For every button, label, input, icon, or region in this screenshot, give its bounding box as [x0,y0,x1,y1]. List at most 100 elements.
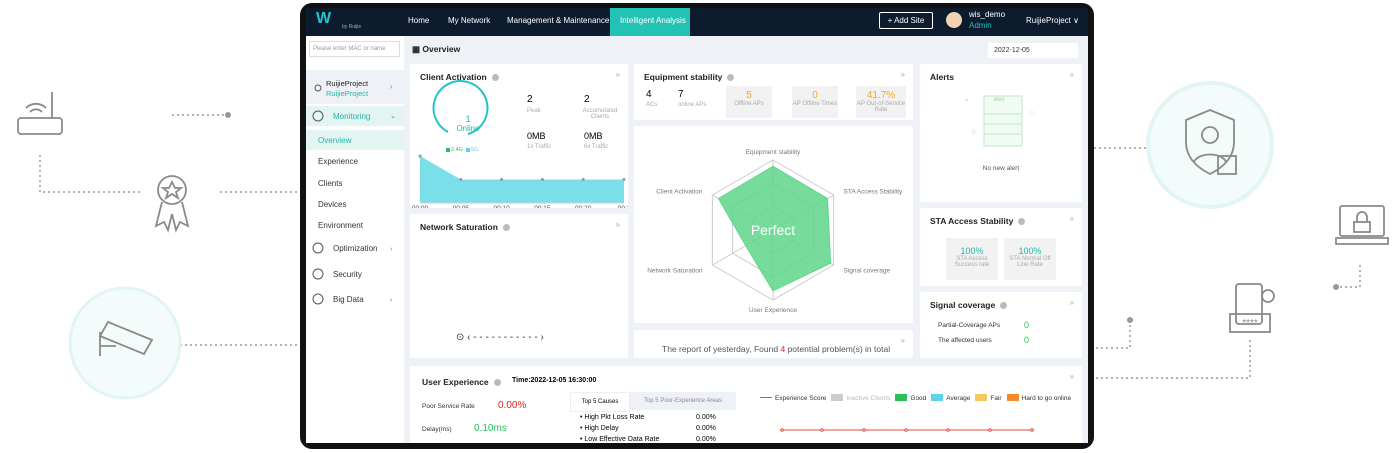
add-site-button[interactable]: + Add Site [879,12,933,29]
cause-label: • High Pkt Loss Rate [580,414,645,421]
menu-item[interactable]: Overview [318,136,352,145]
svg-text:⌄: ⌄ [390,113,396,120]
date-picker[interactable]: 2022-12-05 [988,43,1078,58]
search-input[interactable]: Please enter MAC or name [309,41,400,57]
x-tick-label: 00:05 [453,205,470,208]
project-switch[interactable]: RuijieProject ∨ [1026,16,1079,25]
stat-label: 1x Traffic [527,144,552,150]
legend-label: Inactive Clients [846,395,891,402]
svg-text:›: › [390,246,393,253]
menu-active [306,130,404,150]
radar-label: User Experience [749,307,797,314]
logo: W [316,10,332,27]
page-title: ▦ Overview [412,44,461,54]
stat-value: 0MB [584,131,603,141]
tab[interactable]: Top 5 Poor-Experience Areas [630,392,736,410]
legend-item[interactable]: Fair [975,394,1002,402]
nav-item[interactable]: Intelligent Analysis [620,16,686,25]
row-label: The affected users [938,337,992,344]
cause-label: • Low Effective Data Rate [580,436,660,443]
trend-point [622,178,626,181]
x-tick-label: 00:10 [493,205,510,208]
screen: W by Ruijie Home My Network Management &… [306,8,1088,443]
menu-icons: › ⌄ › › [312,84,396,305]
user-role: Admin [969,21,992,30]
box-value: 41.7% [866,90,896,101]
menu-item[interactable]: Monitoring [333,112,371,121]
tab[interactable]: Top 5 Causes [570,392,630,412]
time: Time:2022-12-05 16:30:00 [512,377,597,384]
svg-text:☆: ☆ [970,127,977,136]
carousel-control[interactable]: ⊙ ‹ - - - - - - - - - - - › [456,332,544,343]
panel-title-text: Client Activation [420,72,487,82]
avatar [946,12,962,28]
legend-item[interactable]: Experience Score [760,395,826,402]
report-count: 4 [780,344,786,354]
svg-text:›: › [390,297,393,304]
experience-line [780,428,1034,432]
cause-value: 0.00% [696,425,716,432]
project-row[interactable] [306,70,404,104]
x-tick-label: 00:15 [534,205,551,208]
x-tick-label: 00:2 [618,205,628,208]
menu-item[interactable]: Devices [318,200,347,209]
radar-label: STA Access Stability [844,188,904,195]
box-label: AP Out-of-Service Rate [856,101,906,113]
panel-title: User Experience [422,377,501,387]
metric-value: 0.00% [498,400,527,411]
legend-item[interactable]: Inactive Clients [831,394,891,402]
legend-swatch [931,394,944,401]
legend-label: Fair [990,395,1002,402]
legend-label: Hard to go online [1021,395,1072,402]
radar-label: Network Saturation [647,268,703,275]
row-value: 0 [1024,335,1030,345]
online-count: 1 [465,114,471,124]
legend-item[interactable]: Hard to go online [1006,394,1072,402]
stat-value: 2 [584,94,590,105]
empty-text: No new alert [982,165,1020,172]
nav-item[interactable]: Home [408,16,430,25]
nav-item[interactable]: My Network [448,16,491,25]
legend-label: Average [946,395,971,402]
legend-item[interactable]: Good [895,394,927,402]
legend-swatch [975,394,988,401]
radar-panel: Equipment stability STA Access Stability S… [634,126,913,323]
box-value: 5 [746,90,752,101]
count-label: online APs [678,102,707,108]
cause-text: High Delay [584,425,619,432]
panel-title-text: STA Access Stability [930,216,1014,226]
legend-item[interactable]: Average [931,394,971,402]
box-label: STA Access Success rate [954,256,990,268]
box-value: 0 [812,90,818,101]
client-activation-panel: Client Activation » 00:0000:0500:1000:15… [410,64,628,208]
cause-value: 0.00% [696,414,716,421]
legend-label: 2.4G [451,147,463,153]
legend-label: Experience Score [775,395,827,402]
menu-item[interactable]: Big Data [333,295,364,304]
legend-swatch [895,394,908,401]
equipment-stability-panel: Equipment stability » 4 ACs 7 online APs… [634,64,913,120]
stat-value: 0MB [527,131,546,141]
metric-label: Poor Service Rate [422,403,475,410]
report-text: The report of yesterday, Found 4 potenti… [662,344,890,354]
project-sub: RuijieProject [326,89,369,98]
menu-item[interactable]: Security [333,270,362,279]
legend-label: Good [910,395,927,402]
signal-panel: Signal coverage » Partial-Coverage APs 0… [920,292,1082,358]
nav-item[interactable]: Management & Maintenance [507,16,610,25]
trend-point [540,178,544,181]
nav-active [610,8,690,36]
alerts-illustration: ☆ ○ ✧ [964,95,1034,147]
box-label: Offline APs [734,101,764,107]
network-saturation-panel: Network Saturation » ⊙ ‹ - - - - - - - -… [410,214,628,358]
menu-item[interactable]: Clients [318,179,343,188]
legend-swatch [760,397,772,398]
box-label: AP Offline Times [792,101,838,107]
menu-item[interactable]: Environment [318,221,363,230]
menu-item[interactable]: Experience [318,157,359,166]
svg-text:○: ○ [1030,110,1034,116]
menu-item[interactable]: Optimization [333,244,378,253]
cause-text: High Pkt Loss Rate [584,414,645,421]
radar-chart: Equipment stability STA Access Stability S… [647,149,904,314]
panel-title: Network Saturation [420,222,510,232]
